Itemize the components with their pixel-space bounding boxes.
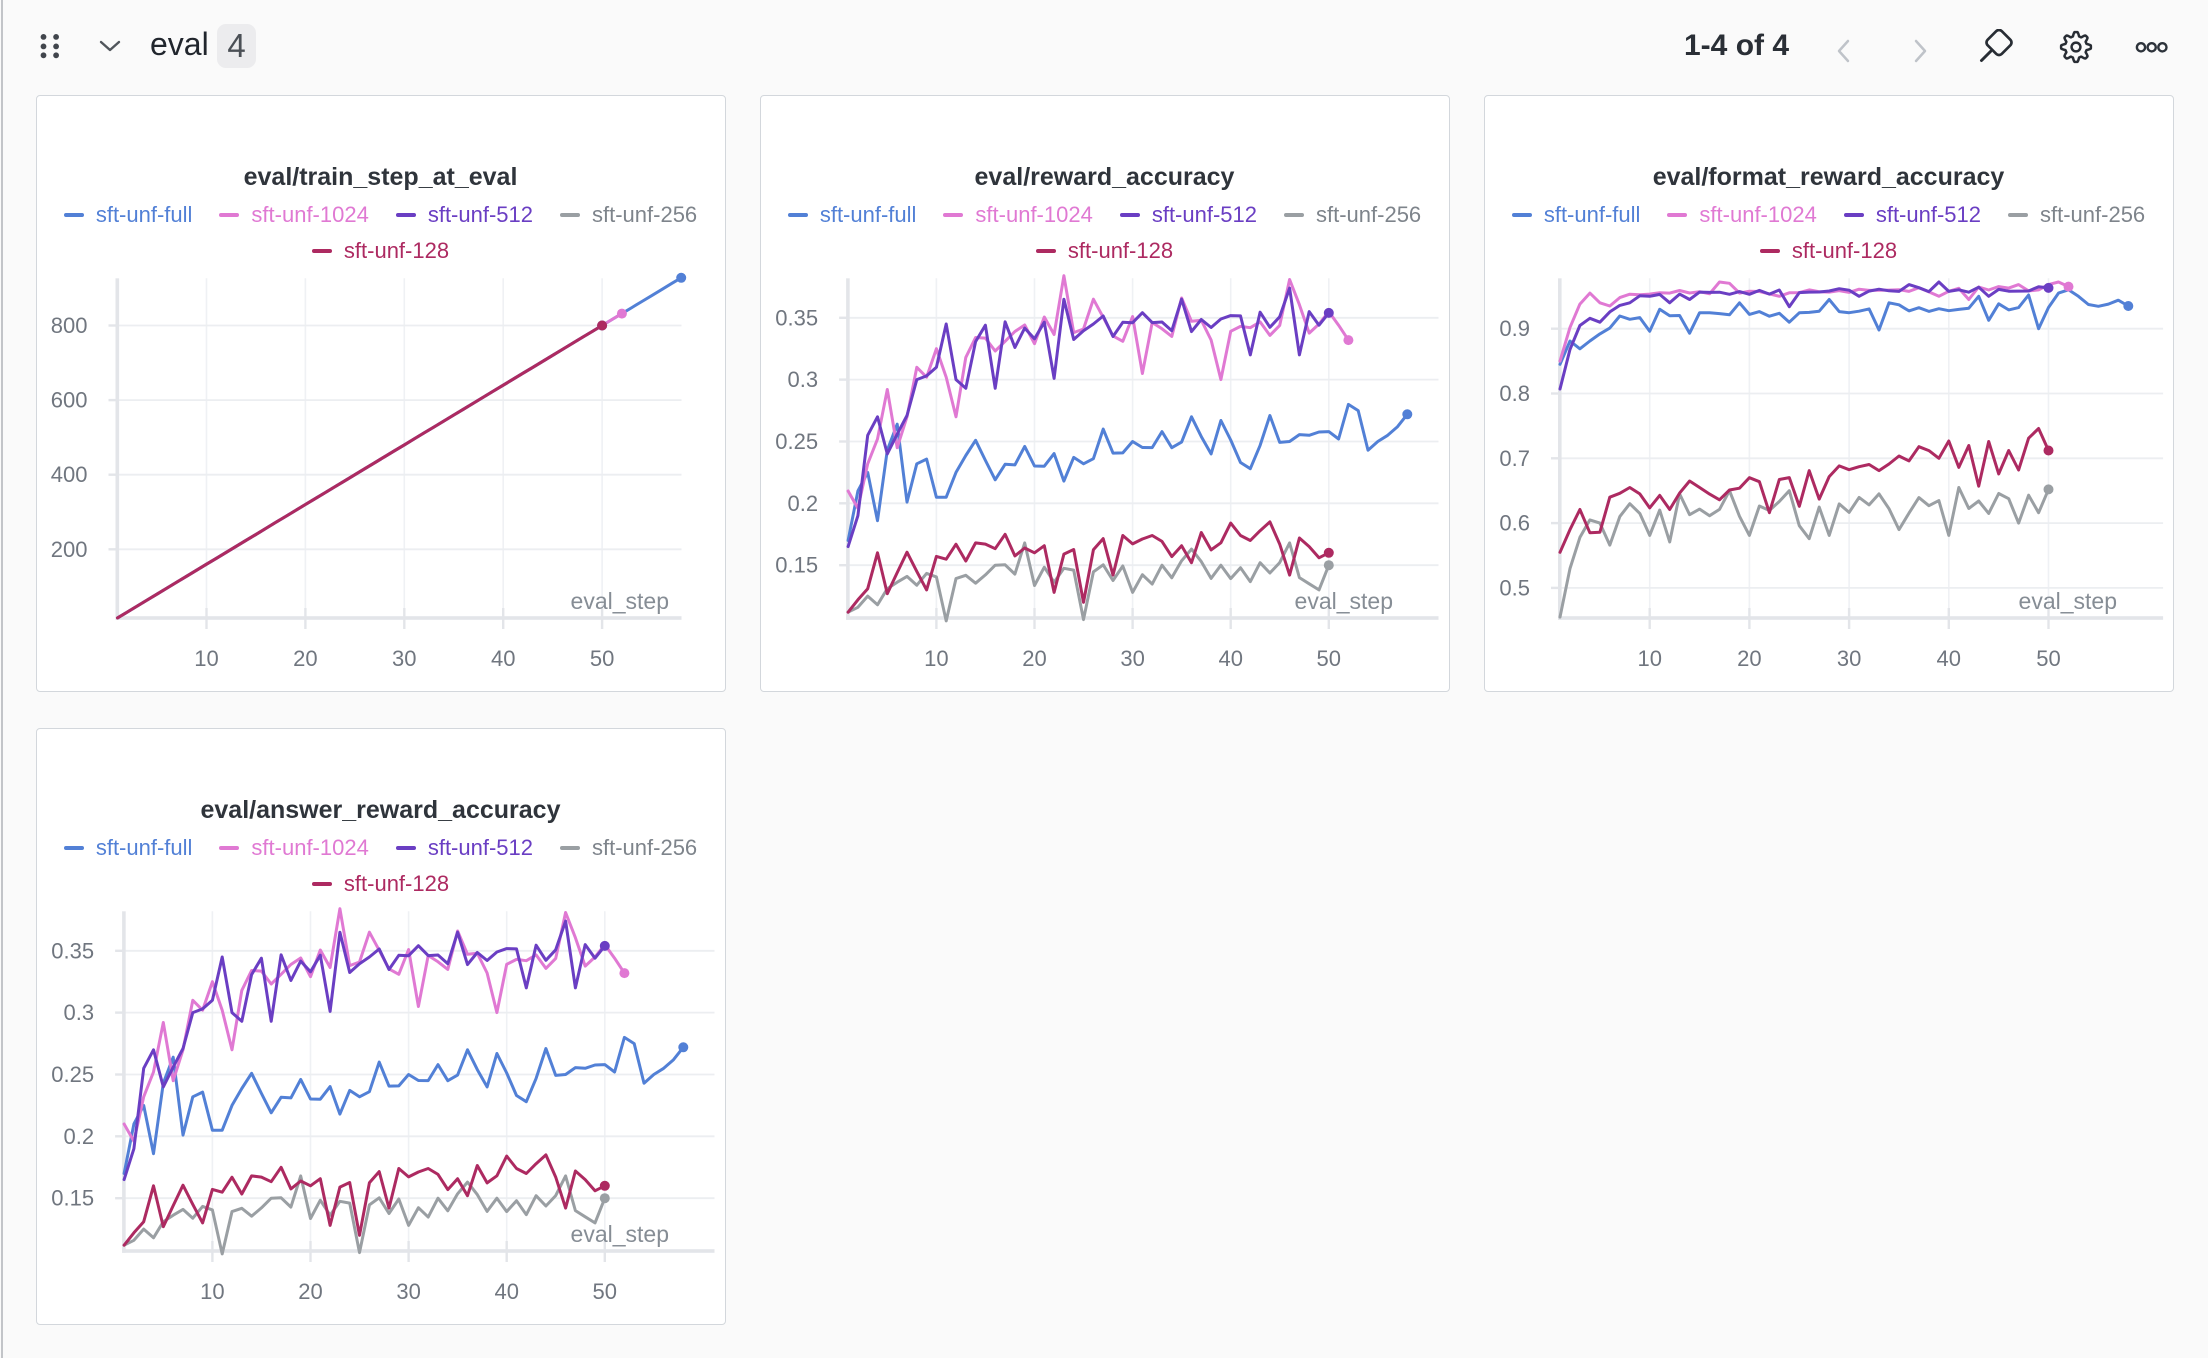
svg-text:0.5: 0.5 xyxy=(1499,575,1530,600)
svg-text:10: 10 xyxy=(200,1279,224,1304)
svg-text:20: 20 xyxy=(298,1279,322,1304)
svg-text:0.7: 0.7 xyxy=(1499,445,1530,470)
svg-text:40: 40 xyxy=(1936,646,1960,671)
svg-text:30: 30 xyxy=(392,646,416,671)
svg-text:0.15: 0.15 xyxy=(775,552,818,577)
svg-text:0.2: 0.2 xyxy=(63,1123,94,1148)
svg-text:50: 50 xyxy=(1316,646,1340,671)
svg-text:600: 600 xyxy=(50,387,87,412)
svg-text:40: 40 xyxy=(490,646,514,671)
svg-text:0.8: 0.8 xyxy=(1499,381,1530,406)
svg-text:0.15: 0.15 xyxy=(51,1185,94,1210)
svg-text:0.25: 0.25 xyxy=(51,1062,94,1087)
svg-text:30: 30 xyxy=(1120,646,1144,671)
svg-text:20: 20 xyxy=(293,646,317,671)
svg-text:0.2: 0.2 xyxy=(787,490,818,515)
svg-text:eval_step: eval_step xyxy=(2018,588,2116,614)
svg-text:40: 40 xyxy=(1218,646,1242,671)
svg-text:30: 30 xyxy=(396,1279,420,1304)
svg-text:800: 800 xyxy=(50,313,87,338)
svg-text:0.3: 0.3 xyxy=(63,1000,94,1025)
svg-text:0.35: 0.35 xyxy=(51,938,94,963)
svg-text:20: 20 xyxy=(1022,646,1046,671)
svg-text:10: 10 xyxy=(1637,646,1661,671)
svg-text:0.6: 0.6 xyxy=(1499,510,1530,535)
svg-text:50: 50 xyxy=(589,646,613,671)
svg-text:eval_step: eval_step xyxy=(570,588,668,614)
svg-text:50: 50 xyxy=(592,1279,616,1304)
svg-text:50: 50 xyxy=(2036,646,2060,671)
svg-text:eval_step: eval_step xyxy=(1294,588,1392,614)
svg-text:0.9: 0.9 xyxy=(1499,316,1530,341)
svg-text:10: 10 xyxy=(924,646,948,671)
svg-text:eval_step: eval_step xyxy=(570,1221,668,1247)
svg-text:0.35: 0.35 xyxy=(775,305,818,330)
svg-text:0.3: 0.3 xyxy=(787,367,818,392)
svg-text:30: 30 xyxy=(1836,646,1860,671)
svg-text:40: 40 xyxy=(494,1279,518,1304)
svg-text:10: 10 xyxy=(194,646,218,671)
svg-text:200: 200 xyxy=(50,536,87,561)
svg-text:400: 400 xyxy=(50,462,87,487)
svg-text:20: 20 xyxy=(1737,646,1761,671)
svg-text:0.25: 0.25 xyxy=(775,429,818,454)
